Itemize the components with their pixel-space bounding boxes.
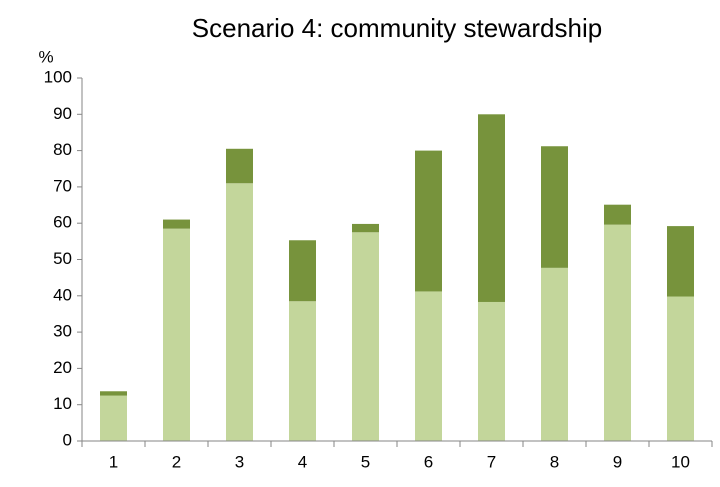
x-tick-label: 4 bbox=[298, 452, 307, 471]
y-tick-label: 90 bbox=[53, 104, 72, 123]
y-tick-label: 50 bbox=[53, 249, 72, 268]
bar-segment bbox=[289, 301, 316, 441]
x-tick-label: 3 bbox=[235, 452, 244, 471]
bar-segment bbox=[667, 296, 694, 441]
y-tick-label: 10 bbox=[53, 394, 72, 413]
bar-segment bbox=[352, 232, 379, 441]
bar-segment bbox=[226, 183, 253, 441]
y-tick-label: 40 bbox=[53, 285, 72, 304]
bar-segment bbox=[541, 267, 568, 441]
x-tick-label: 7 bbox=[487, 452, 496, 471]
chart-title: Scenario 4: community stewardship bbox=[192, 13, 602, 43]
y-axis-label: % bbox=[38, 47, 53, 66]
y-tick-label: 20 bbox=[53, 358, 72, 377]
bar-segment bbox=[478, 301, 505, 441]
x-tick-label: 2 bbox=[172, 452, 181, 471]
bar-segment bbox=[604, 224, 631, 441]
bar-segment bbox=[667, 226, 694, 297]
y-tick-label: 30 bbox=[53, 322, 72, 341]
bar-segment bbox=[541, 146, 568, 268]
bar-segment bbox=[289, 240, 316, 302]
bar-segment bbox=[415, 150, 442, 292]
x-tick-label: 6 bbox=[424, 452, 433, 471]
bar-segment bbox=[478, 114, 505, 302]
y-tick-label: 0 bbox=[63, 430, 72, 449]
y-tick-label: 60 bbox=[53, 213, 72, 232]
bar-segment bbox=[352, 223, 379, 233]
x-tick-label: 10 bbox=[671, 452, 690, 471]
bar-segment bbox=[604, 204, 631, 225]
y-tick-label: 70 bbox=[53, 176, 72, 195]
bar-segment bbox=[163, 228, 190, 441]
bar-segment bbox=[100, 395, 127, 441]
y-tick-label: 80 bbox=[53, 140, 72, 159]
bar-segment bbox=[100, 391, 127, 396]
y-tick-label: 100 bbox=[44, 67, 72, 86]
x-tick-label: 1 bbox=[109, 452, 118, 471]
bar-segment bbox=[163, 219, 190, 229]
x-tick-label: 8 bbox=[550, 452, 559, 471]
bar-segment bbox=[415, 291, 442, 441]
bar-segment bbox=[226, 148, 253, 184]
x-tick-label: 9 bbox=[613, 452, 622, 471]
x-tick-label: 5 bbox=[361, 452, 370, 471]
